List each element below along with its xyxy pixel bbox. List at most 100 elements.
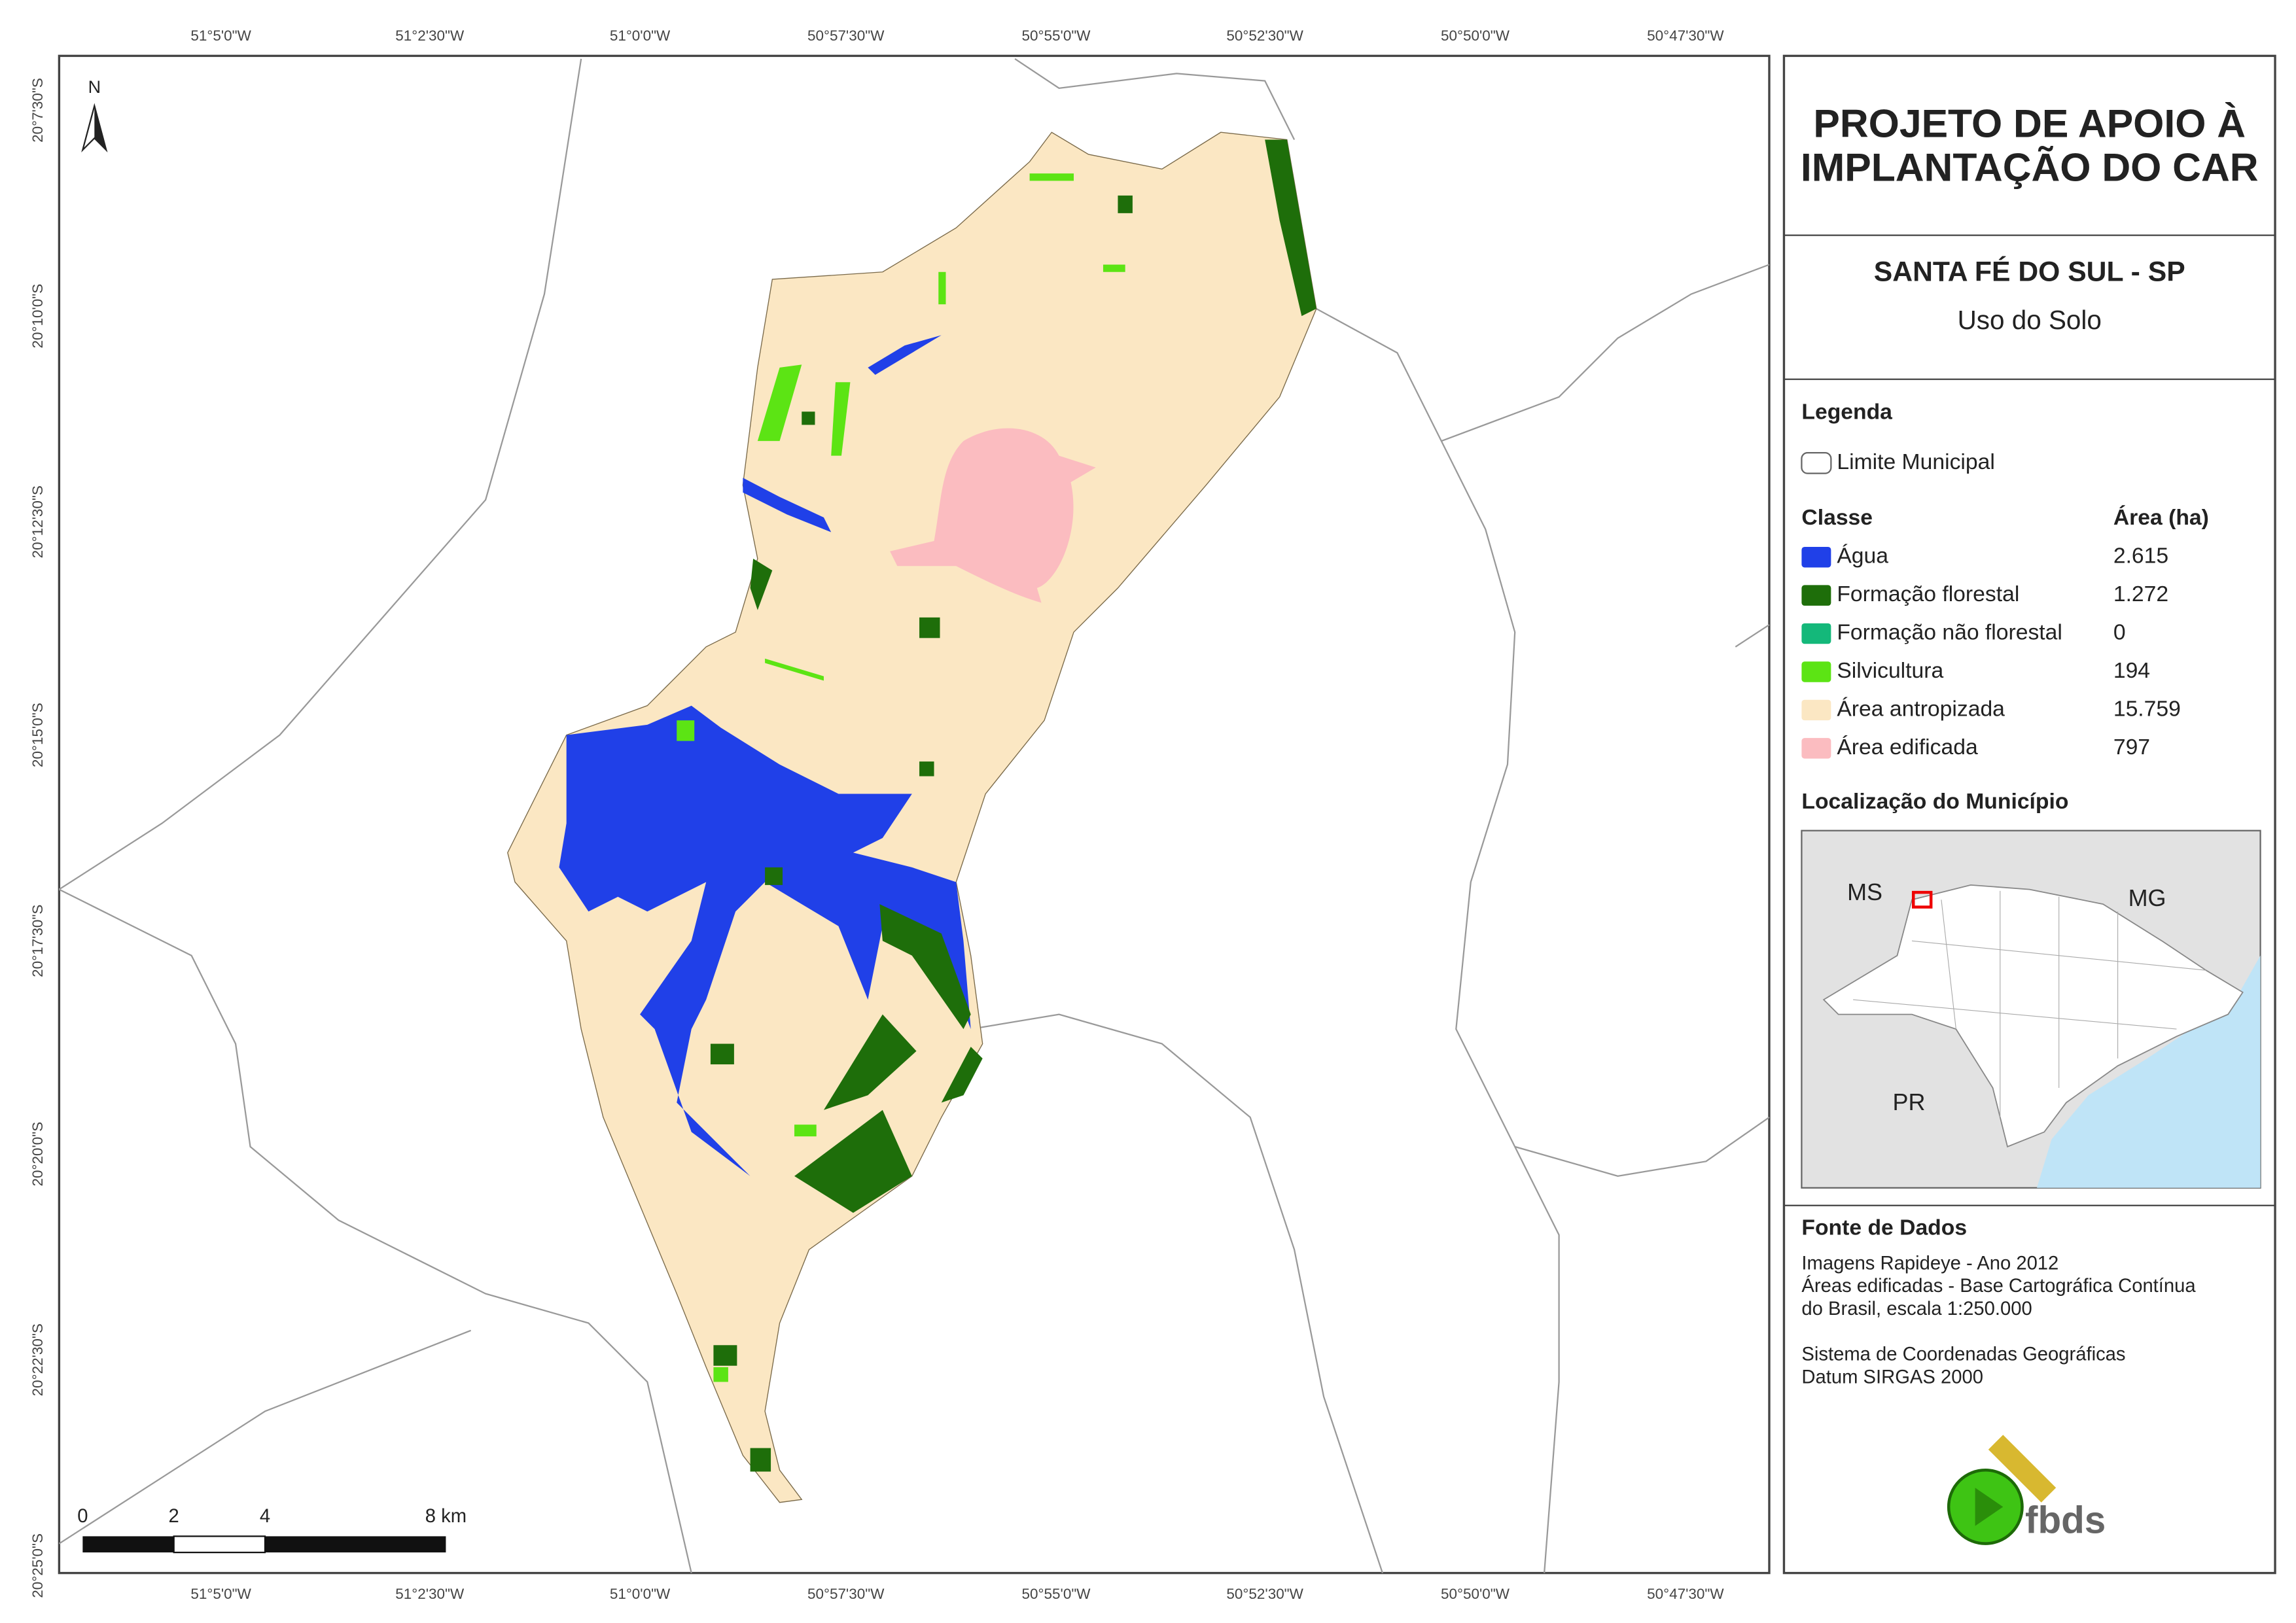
g: 0 2 4 8 km: [77, 1506, 467, 1527]
legend-header: Área (ha): [2113, 505, 2209, 530]
silvi: [794, 1125, 817, 1137]
boundary: [1514, 1117, 1770, 1177]
lon-label: 50°57'30"W: [807, 1586, 885, 1602]
logo-play: [1975, 1488, 2004, 1526]
g: Água 2.615 Formação florestal 1.272 Formação…: [1801, 544, 2181, 759]
lat-label: 20°20'0"S: [29, 1122, 46, 1187]
title-line: IMPLANTAÇÃO DO CAR: [1801, 145, 2259, 190]
legend-label: Silvicultura: [1837, 658, 1943, 683]
boundary: [58, 888, 692, 1573]
title-line: PROJETO DE APOIO À: [1813, 101, 2246, 145]
lon-label: 50°52'30"W: [1226, 27, 1303, 44]
legend-label: Limite Municipal: [1837, 449, 1995, 474]
inset-ocean: [2036, 955, 2261, 1188]
source-line: Datum SIRGAS 2000: [1801, 1367, 1983, 1388]
lat-label: 20°22'30"S: [29, 1323, 46, 1396]
lon-label: 50°55'0"W: [1022, 1586, 1091, 1602]
lon-label: 50°52'30"W: [1226, 1586, 1303, 1602]
forest: [879, 904, 971, 1030]
lat-label: 20°7'30"S: [29, 78, 46, 143]
legend-area: 1.272: [2113, 582, 2168, 606]
silvi: [938, 271, 946, 305]
forest: [802, 411, 815, 425]
legend-swatch: [1801, 661, 1831, 682]
inset-marker: [1911, 890, 1933, 909]
logo-bar: [1988, 1435, 2057, 1503]
g: [58, 58, 1770, 1573]
legend-label: Área antropizada: [1837, 696, 2005, 721]
forest: [750, 558, 773, 610]
water: [868, 335, 942, 375]
legend-swatch: [1801, 738, 1831, 759]
lon-label: 51°2'30"W: [395, 27, 465, 44]
water: [743, 478, 832, 532]
silvi: [1029, 173, 1074, 181]
legend-area: 797: [2113, 735, 2150, 759]
scale-bar: [265, 1536, 446, 1553]
legend-swatch: [1801, 546, 1831, 568]
logo-text: fbds: [2025, 1499, 2106, 1542]
lon-label: 50°47'30"W: [1647, 1586, 1724, 1602]
source-line: Áreas edificadas - Base Cartográfica Con…: [1801, 1275, 2196, 1297]
lon-label: 51°0'0"W: [610, 1586, 671, 1602]
source-line: Imagens Rapideye - Ano 2012: [1801, 1253, 2058, 1274]
lon-label: 50°47'30"W: [1647, 27, 1724, 44]
lon-label: 50°57'30"W: [807, 27, 885, 44]
scale-label: 8 km: [425, 1506, 467, 1527]
source-line: do Brasil, escala 1:250.000: [1801, 1299, 2032, 1319]
legend-area: 15.759: [2113, 696, 2181, 721]
lon-label: 51°5'0"W: [190, 1586, 251, 1602]
lon-label: 50°50'0"W: [1441, 27, 1510, 44]
scale-label: 0: [77, 1506, 88, 1527]
boundary: [1735, 624, 1770, 648]
lat-label: 20°17'30"S: [29, 905, 46, 977]
legend-area: 0: [2113, 620, 2126, 644]
state-label: MS: [1847, 879, 1882, 905]
boundary: [1441, 264, 1770, 442]
legend-label: Área edificada: [1837, 735, 1978, 759]
lat-label: 20°25'0"S: [29, 1533, 46, 1598]
legend-label: Água: [1837, 544, 1888, 568]
forest: [710, 1043, 734, 1065]
scale-bar: [173, 1535, 266, 1554]
silvi: [757, 364, 802, 442]
panel-frame: [1782, 54, 2276, 1575]
legend-swatch: [1801, 699, 1831, 721]
boundary: [970, 1013, 1384, 1573]
legend-header: Classe: [1801, 505, 1873, 530]
forest: [1118, 195, 1133, 213]
lat-label: 20°15'0"S: [29, 703, 46, 767]
forest: [713, 1345, 737, 1366]
lon-label: 50°50'0"W: [1441, 1586, 1510, 1602]
north-arrow: [94, 105, 107, 150]
silvi: [713, 1367, 728, 1382]
lon-label: 51°2'30"W: [395, 1586, 465, 1602]
sources-title: Fonte de Dados: [1801, 1215, 1967, 1240]
legend-swatch: [1801, 585, 1831, 606]
legend-title: Legenda: [1801, 399, 1892, 424]
boundary: [58, 1329, 472, 1544]
forest: [765, 867, 783, 885]
water: [559, 705, 971, 1176]
land: [507, 131, 1317, 1503]
urban: [890, 428, 1096, 603]
legend-label: Formação florestal: [1837, 582, 2019, 606]
boundary-swatch: [1801, 452, 1832, 474]
boundary: [1014, 58, 1296, 140]
scale-label: 2: [169, 1506, 179, 1527]
scale-label: 4: [260, 1506, 270, 1527]
forest: [919, 761, 934, 777]
legend-area: 2.615: [2113, 544, 2168, 568]
legend-area: 194: [2113, 658, 2150, 683]
silvi: [677, 720, 695, 741]
source-line: Sistema de Coordenadas Geográficas: [1801, 1344, 2125, 1365]
legend-label: Formação não florestal: [1837, 620, 2062, 644]
forest: [941, 1047, 983, 1103]
state-label: PR: [1892, 1089, 1925, 1115]
scale-bar: [82, 1536, 174, 1553]
subtitle: Uso do Solo: [1958, 305, 2102, 335]
